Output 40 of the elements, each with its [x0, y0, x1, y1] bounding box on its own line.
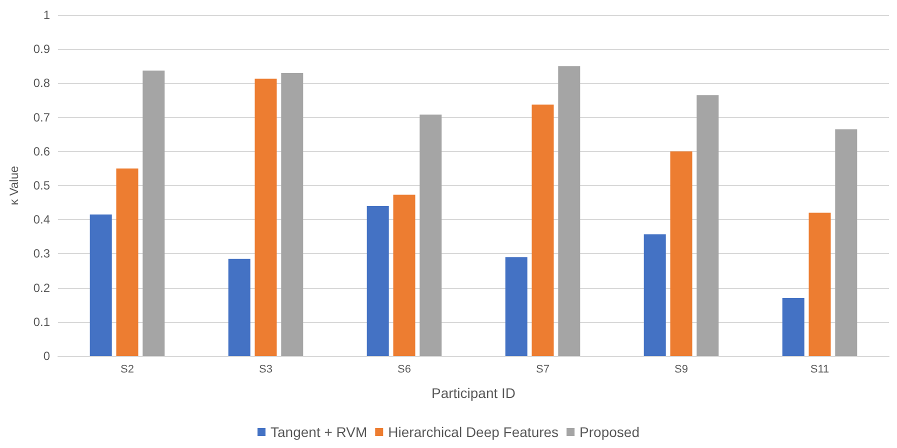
y-tick-label: 0.8 [33, 76, 50, 90]
bar [670, 151, 692, 356]
bar [420, 114, 442, 356]
bar [558, 66, 580, 356]
x-tick-label: S3 [259, 364, 272, 376]
bar [90, 214, 112, 356]
bar [366, 206, 389, 356]
bar [142, 70, 165, 356]
bar [254, 78, 277, 356]
bar [835, 129, 858, 356]
y-tick-label: 0.5 [33, 178, 50, 192]
bar [116, 168, 138, 356]
legend-label: Tangent + RVM [270, 424, 368, 440]
legend-label: Proposed [580, 424, 640, 440]
y-tick-label: 0.2 [33, 280, 50, 295]
legend-label: Hierarchical Deep Features [388, 424, 559, 440]
x-tick-label: S11 [810, 364, 830, 376]
bar [644, 234, 666, 356]
bar [281, 72, 304, 356]
y-tick-label: 0 [43, 349, 50, 363]
y-tick-label: 0.6 [33, 144, 50, 158]
bar [228, 258, 250, 356]
y-tick-label: 0.7 [33, 110, 50, 124]
x-tick-label: S7 [536, 364, 550, 376]
bar [782, 298, 804, 356]
x-tick-label: S9 [674, 364, 688, 376]
y-tick-label: 0.9 [33, 42, 50, 56]
x-axis-title: Participant ID [431, 385, 516, 401]
y-axis-title: κ Value [7, 166, 21, 206]
bar [808, 212, 831, 356]
bar [505, 257, 528, 356]
bar [696, 95, 719, 356]
x-tick-label: S2 [120, 364, 134, 376]
bar [393, 194, 416, 356]
y-tick-label: 0.4 [33, 212, 50, 227]
bar [532, 104, 554, 356]
x-tick-label: S6 [398, 364, 411, 376]
y-tick-label: 0.1 [33, 314, 50, 329]
y-tick-label: 1 [43, 8, 50, 22]
y-tick-label: 0.3 [33, 246, 50, 261]
